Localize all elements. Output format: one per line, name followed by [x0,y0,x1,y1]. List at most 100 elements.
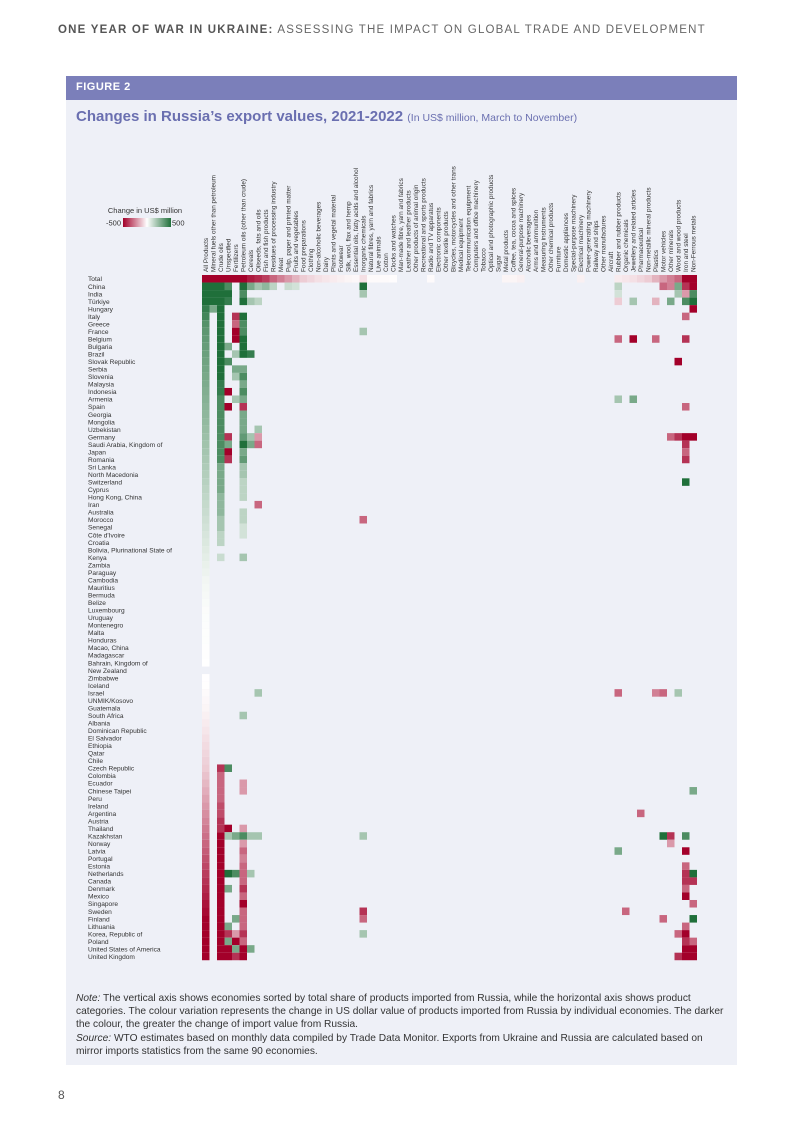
column-label: Footwear [338,244,345,272]
row-label: Peru [88,796,102,803]
heatmap-cell [202,342,210,351]
heatmap-cell [202,275,210,283]
heatmap-cell [217,500,225,509]
heatmap-cell [247,275,255,283]
column-label: Food preparations [301,220,308,272]
column-label: Rubber and rubber products [616,192,623,272]
heatmap-cell [224,440,232,449]
heatmap-cell [202,523,210,532]
column-label: Clothing [308,248,315,272]
heatmap-cell [224,922,232,931]
heatmap-cell [202,651,210,660]
heatmap-cell [202,335,210,343]
heatmap-cell [682,877,690,885]
heatmap-cell [247,350,255,358]
heatmap-cell [254,297,262,306]
row-label: Netherlands [88,871,124,878]
heatmap-cell [689,275,697,283]
source-text: WTO estimates based on monthly data comp… [76,1032,703,1057]
heatmap-cell [202,372,210,381]
heatmap-cell [202,764,210,772]
row-label: Hungary [88,306,114,313]
heatmap-cell [202,922,210,931]
heatmap-cell [239,470,247,479]
heatmap-cell [682,335,690,343]
heatmap-cell [202,425,210,434]
heatmap-cell [217,380,225,388]
row-label: Slovenia [88,374,114,381]
column-labels: All Products Mineral fuels other than pet… [203,166,698,272]
heatmap-cell [202,643,210,652]
heatmap-cell [217,523,225,532]
heatmap-cell [217,463,225,471]
heatmap-cell [239,387,247,396]
heatmap-cell [202,448,210,456]
heatmap-cell [202,802,210,810]
heatmap-cell [202,771,210,780]
legend-title: Change in US$ million [108,206,182,215]
column-label: Optical and photographic products [488,175,495,272]
heatmap-cell [224,290,232,298]
row-label: Qatar [88,751,105,758]
column-label: Other textile products [443,211,450,272]
heatmap-cell [239,493,247,501]
heatmap-cell [659,282,667,291]
heatmap-cell [637,809,645,818]
heatmap-cell [659,689,667,697]
heatmap-cell [217,907,225,916]
heatmap-cell [202,478,210,486]
heatmap-cell [217,342,225,351]
heatmap-cell [689,297,697,306]
row-label: Norway [88,841,111,848]
heatmap-cell [682,290,690,298]
heatmap-cell [644,275,652,283]
heatmap-cell [202,312,210,321]
heatmap-cell [629,297,637,306]
heatmap-cell [202,561,210,569]
heatmap-cell [239,485,247,494]
heatmap-cell [202,470,210,479]
running-head-rest: ASSESSING THE IMPACT ON GLOBAL TRADE AND… [273,24,706,36]
heatmap-cell [217,372,225,381]
heatmap-cell [202,380,210,388]
column-label: Man-made fibre, yarn and fabrics [398,178,405,272]
row-label: Czech Republic [88,766,135,773]
heatmap-cell [232,395,240,404]
heatmap-cell [239,403,247,411]
heatmap-cell [202,538,210,547]
row-label: Denmark [88,886,115,893]
heatmap-cell [517,275,525,283]
row-label: Latvia [88,849,106,856]
heatmap-cell [202,350,210,358]
heatmap-cell [224,764,232,772]
heatmap-cell [614,689,622,697]
heatmap-cell [239,907,247,916]
heatmap-cell [629,335,637,343]
heatmap-cell [202,591,210,599]
heatmap-cell [224,937,232,946]
column-label: Petroleum oils (other than crude) [241,179,248,272]
row-label: Türkiye [88,299,110,306]
heatmap-cell [217,455,225,464]
row-label: Senegal [88,525,113,532]
heatmap-cell [209,290,217,298]
heatmap-cell [217,410,225,419]
heatmap-cell [224,342,232,351]
row-label: Mexico [88,894,109,901]
heatmap-cell [359,915,367,923]
row-label: Chinese Taipei [88,788,132,795]
heatmap-cell [682,884,690,893]
column-label: Recreational and sports products [421,178,428,272]
heatmap-cell [202,485,210,494]
heatmap-cell [217,553,225,562]
heatmap-cell [217,305,225,313]
heatmap-cell [614,282,622,291]
heatmap-cell [667,282,675,291]
heatmap-cell [239,915,247,923]
heatmap-cell [202,899,210,908]
heatmap-cell [667,275,675,283]
heatmap-cell [232,945,240,953]
heatmap-cell [217,832,225,840]
row-label: Mauritius [88,585,115,592]
heatmap-cell [239,455,247,464]
